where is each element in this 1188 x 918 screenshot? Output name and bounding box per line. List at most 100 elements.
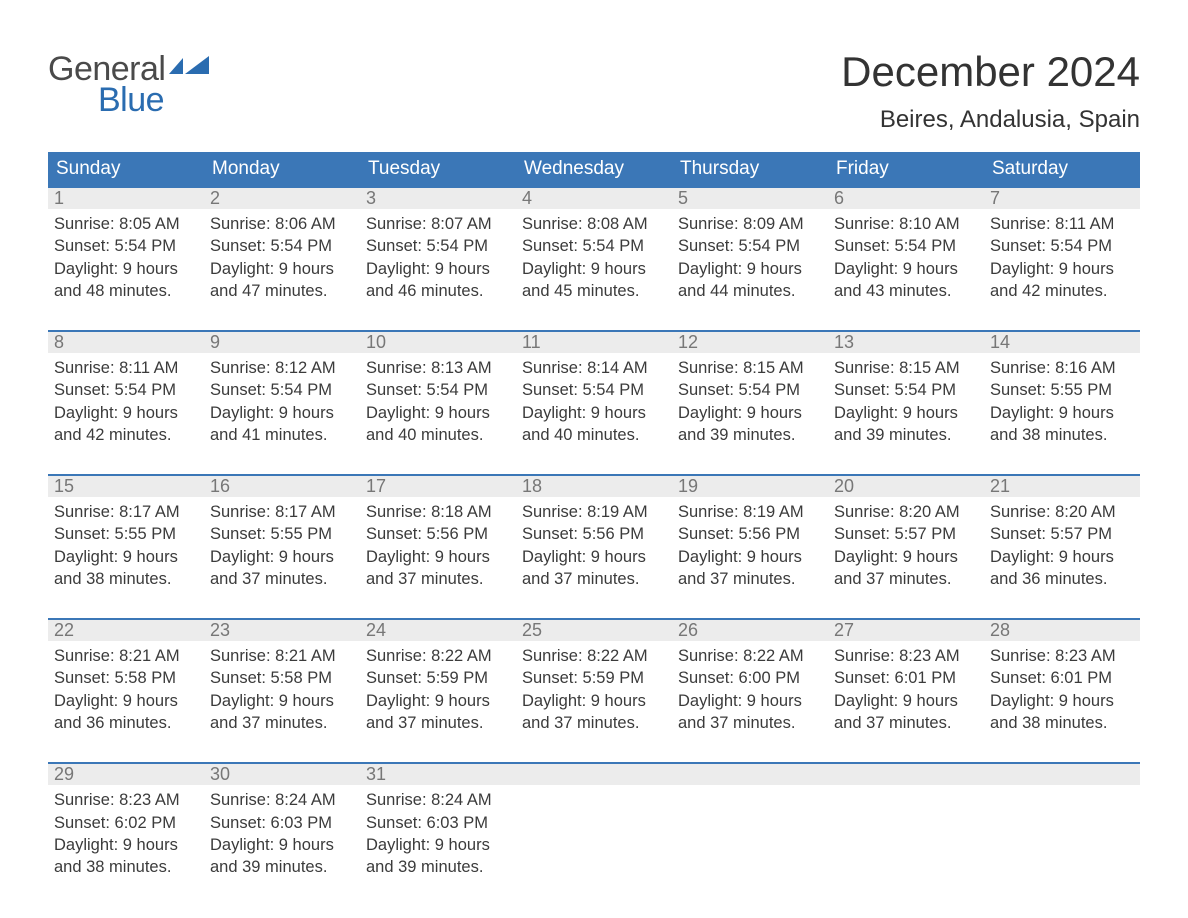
daylight-line-1: Daylight: 9 hours bbox=[210, 546, 354, 568]
day-info-cell: Sunrise: 8:21 AMSunset: 5:58 PMDaylight:… bbox=[48, 641, 204, 763]
week-number-row: 891011121314 bbox=[48, 331, 1140, 353]
daylight-line-1: Daylight: 9 hours bbox=[834, 258, 978, 280]
day-number-cell bbox=[984, 763, 1140, 785]
daylight-line-1: Daylight: 9 hours bbox=[522, 690, 666, 712]
day-number-cell: 15 bbox=[48, 475, 204, 497]
sunrise-line: Sunrise: 8:17 AM bbox=[54, 501, 198, 523]
day-info-cell: Sunrise: 8:21 AMSunset: 5:58 PMDaylight:… bbox=[204, 641, 360, 763]
day-info-cell: Sunrise: 8:22 AMSunset: 5:59 PMDaylight:… bbox=[516, 641, 672, 763]
day-number-cell: 13 bbox=[828, 331, 984, 353]
dayname-thursday: Thursday bbox=[672, 152, 828, 187]
day-number-cell bbox=[672, 763, 828, 785]
daylight-line-1: Daylight: 9 hours bbox=[990, 258, 1134, 280]
daylight-line-1: Daylight: 9 hours bbox=[210, 834, 354, 856]
day-number-cell: 17 bbox=[360, 475, 516, 497]
day-number-cell: 18 bbox=[516, 475, 672, 497]
daylight-line-2: and 45 minutes. bbox=[522, 280, 666, 302]
daylight-line-2: and 37 minutes. bbox=[678, 712, 822, 734]
sunset-line: Sunset: 6:01 PM bbox=[990, 667, 1134, 689]
sunset-line: Sunset: 5:54 PM bbox=[366, 379, 510, 401]
daylight-line-2: and 42 minutes. bbox=[990, 280, 1134, 302]
day-info-cell: Sunrise: 8:20 AMSunset: 5:57 PMDaylight:… bbox=[984, 497, 1140, 619]
daylight-line-2: and 37 minutes. bbox=[834, 568, 978, 590]
day-number-cell bbox=[516, 763, 672, 785]
calendar-table: Sunday Monday Tuesday Wednesday Thursday… bbox=[48, 152, 1140, 906]
daylight-line-1: Daylight: 9 hours bbox=[210, 402, 354, 424]
day-info-cell: Sunrise: 8:16 AMSunset: 5:55 PMDaylight:… bbox=[984, 353, 1140, 475]
day-info-cell bbox=[828, 785, 984, 906]
day-info-cell: Sunrise: 8:15 AMSunset: 5:54 PMDaylight:… bbox=[672, 353, 828, 475]
daylight-line-1: Daylight: 9 hours bbox=[990, 690, 1134, 712]
daylight-line-1: Daylight: 9 hours bbox=[54, 546, 198, 568]
sunrise-line: Sunrise: 8:08 AM bbox=[522, 213, 666, 235]
sunset-line: Sunset: 5:54 PM bbox=[54, 379, 198, 401]
daylight-line-2: and 44 minutes. bbox=[678, 280, 822, 302]
sunset-line: Sunset: 5:55 PM bbox=[990, 379, 1134, 401]
sunset-line: Sunset: 6:03 PM bbox=[210, 812, 354, 834]
day-info-cell: Sunrise: 8:24 AMSunset: 6:03 PMDaylight:… bbox=[360, 785, 516, 906]
sunset-line: Sunset: 5:55 PM bbox=[54, 523, 198, 545]
location-subtitle: Beires, Andalusia, Spain bbox=[841, 106, 1140, 134]
day-number-cell: 3 bbox=[360, 187, 516, 209]
week-number-row: 293031 bbox=[48, 763, 1140, 785]
day-info-cell bbox=[672, 785, 828, 906]
title-block: December 2024 Beires, Andalusia, Spain bbox=[841, 30, 1140, 146]
daylight-line-2: and 39 minutes. bbox=[366, 856, 510, 878]
sunrise-line: Sunrise: 8:22 AM bbox=[522, 645, 666, 667]
week-info-row: Sunrise: 8:23 AMSunset: 6:02 PMDaylight:… bbox=[48, 785, 1140, 906]
daylight-line-2: and 38 minutes. bbox=[54, 568, 198, 590]
daylight-line-2: and 37 minutes. bbox=[678, 568, 822, 590]
sunrise-line: Sunrise: 8:11 AM bbox=[54, 357, 198, 379]
week-number-row: 22232425262728 bbox=[48, 619, 1140, 641]
day-number-cell: 16 bbox=[204, 475, 360, 497]
sunset-line: Sunset: 5:54 PM bbox=[210, 235, 354, 257]
sunset-line: Sunset: 5:56 PM bbox=[678, 523, 822, 545]
day-info-cell: Sunrise: 8:19 AMSunset: 5:56 PMDaylight:… bbox=[672, 497, 828, 619]
day-number-cell: 5 bbox=[672, 187, 828, 209]
day-info-cell: Sunrise: 8:18 AMSunset: 5:56 PMDaylight:… bbox=[360, 497, 516, 619]
daylight-line-1: Daylight: 9 hours bbox=[834, 690, 978, 712]
daylight-line-1: Daylight: 9 hours bbox=[54, 834, 198, 856]
sunset-line: Sunset: 5:56 PM bbox=[522, 523, 666, 545]
daylight-line-1: Daylight: 9 hours bbox=[834, 546, 978, 568]
sunset-line: Sunset: 5:54 PM bbox=[366, 235, 510, 257]
week-info-row: Sunrise: 8:17 AMSunset: 5:55 PMDaylight:… bbox=[48, 497, 1140, 619]
day-number-cell: 7 bbox=[984, 187, 1140, 209]
day-number-cell: 8 bbox=[48, 331, 204, 353]
daylight-line-1: Daylight: 9 hours bbox=[210, 258, 354, 280]
dayname-monday: Monday bbox=[204, 152, 360, 187]
day-number-cell bbox=[828, 763, 984, 785]
sunset-line: Sunset: 5:54 PM bbox=[678, 379, 822, 401]
daylight-line-2: and 37 minutes. bbox=[366, 568, 510, 590]
sunrise-line: Sunrise: 8:22 AM bbox=[678, 645, 822, 667]
day-info-cell: Sunrise: 8:10 AMSunset: 5:54 PMDaylight:… bbox=[828, 209, 984, 331]
week-number-row: 1234567 bbox=[48, 187, 1140, 209]
day-number-cell: 12 bbox=[672, 331, 828, 353]
sunset-line: Sunset: 5:54 PM bbox=[834, 379, 978, 401]
daylight-line-1: Daylight: 9 hours bbox=[366, 546, 510, 568]
sunrise-line: Sunrise: 8:23 AM bbox=[990, 645, 1134, 667]
sunrise-line: Sunrise: 8:06 AM bbox=[210, 213, 354, 235]
daylight-line-2: and 37 minutes. bbox=[522, 712, 666, 734]
logo: General Blue bbox=[48, 50, 215, 120]
week-info-row: Sunrise: 8:21 AMSunset: 5:58 PMDaylight:… bbox=[48, 641, 1140, 763]
day-number-cell: 25 bbox=[516, 619, 672, 641]
day-info-cell: Sunrise: 8:20 AMSunset: 5:57 PMDaylight:… bbox=[828, 497, 984, 619]
day-number-cell: 14 bbox=[984, 331, 1140, 353]
day-info-cell: Sunrise: 8:15 AMSunset: 5:54 PMDaylight:… bbox=[828, 353, 984, 475]
daylight-line-2: and 39 minutes. bbox=[210, 856, 354, 878]
daylight-line-2: and 37 minutes. bbox=[210, 712, 354, 734]
daylight-line-2: and 40 minutes. bbox=[366, 424, 510, 446]
sunrise-line: Sunrise: 8:23 AM bbox=[834, 645, 978, 667]
daylight-line-1: Daylight: 9 hours bbox=[54, 402, 198, 424]
day-info-cell: Sunrise: 8:19 AMSunset: 5:56 PMDaylight:… bbox=[516, 497, 672, 619]
daylight-line-2: and 39 minutes. bbox=[678, 424, 822, 446]
day-info-cell: Sunrise: 8:11 AMSunset: 5:54 PMDaylight:… bbox=[48, 353, 204, 475]
sunset-line: Sunset: 5:57 PM bbox=[834, 523, 978, 545]
daylight-line-2: and 38 minutes. bbox=[54, 856, 198, 878]
daylight-line-2: and 46 minutes. bbox=[366, 280, 510, 302]
week-info-row: Sunrise: 8:11 AMSunset: 5:54 PMDaylight:… bbox=[48, 353, 1140, 475]
day-info-cell: Sunrise: 8:08 AMSunset: 5:54 PMDaylight:… bbox=[516, 209, 672, 331]
sunset-line: Sunset: 5:54 PM bbox=[210, 379, 354, 401]
daylight-line-2: and 37 minutes. bbox=[834, 712, 978, 734]
